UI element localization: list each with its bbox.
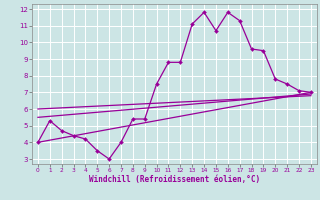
X-axis label: Windchill (Refroidissement éolien,°C): Windchill (Refroidissement éolien,°C) [89, 175, 260, 184]
